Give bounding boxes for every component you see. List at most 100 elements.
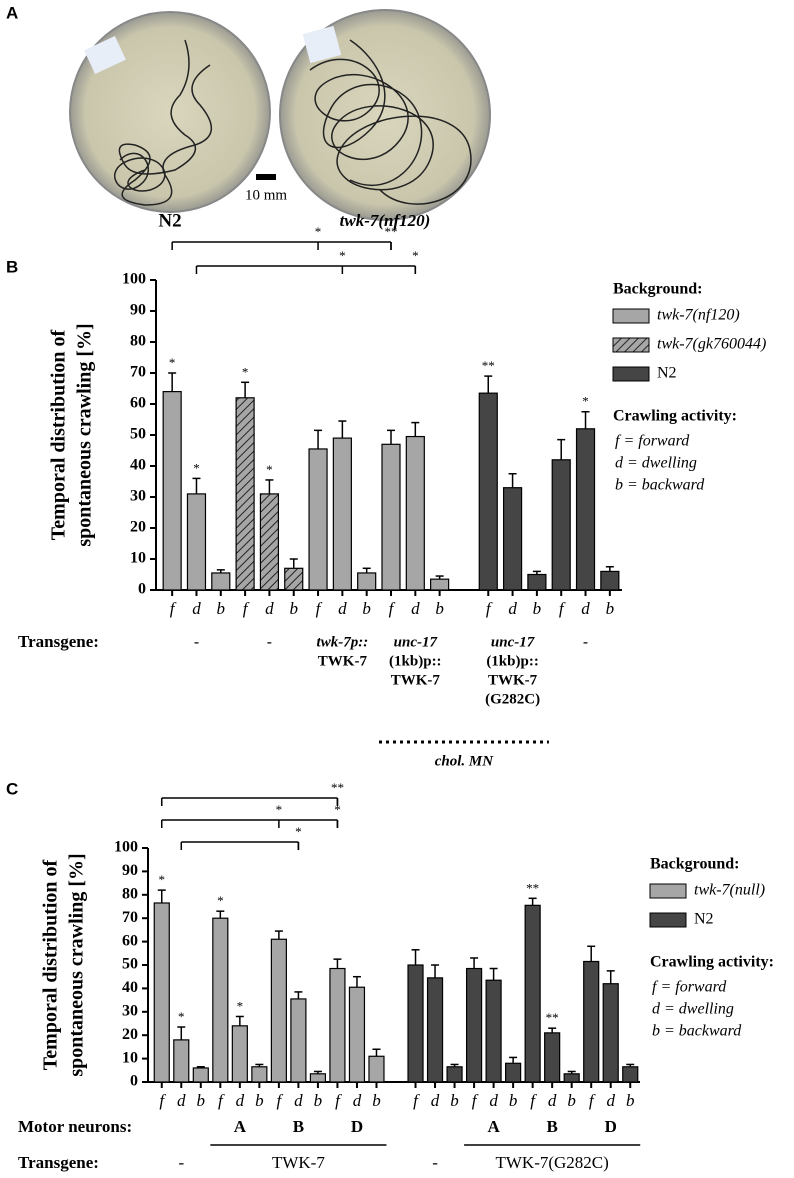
x-tick-label: f bbox=[389, 599, 396, 618]
bar bbox=[405, 435, 425, 591]
bar bbox=[329, 967, 346, 1083]
y-tick-label: 70 bbox=[122, 909, 138, 926]
bar bbox=[465, 967, 483, 1083]
y-tick-label: 0 bbox=[130, 1073, 138, 1090]
legend-label: twk-7(gk760044) bbox=[657, 336, 766, 353]
y-tick-label: 100 bbox=[114, 839, 138, 856]
bar bbox=[446, 1066, 463, 1083]
y-tick-label: 10 bbox=[122, 1049, 138, 1066]
bar bbox=[485, 979, 502, 1083]
x-tick-label: d bbox=[265, 599, 274, 618]
x-tick-label: f bbox=[589, 1091, 596, 1110]
transgene-label: twk-7p:: bbox=[317, 634, 369, 650]
bar bbox=[527, 573, 547, 591]
transgene-label: - bbox=[583, 634, 588, 650]
bar bbox=[211, 572, 231, 591]
significance-star: * bbox=[276, 802, 283, 817]
motor-label: D bbox=[351, 1117, 363, 1136]
bar bbox=[478, 392, 498, 591]
legend-swatch bbox=[649, 883, 687, 899]
bar bbox=[192, 1067, 209, 1083]
x-tick-label: f bbox=[413, 1091, 420, 1110]
x-tick-label: f bbox=[316, 599, 323, 618]
significance-star: ** bbox=[482, 358, 495, 373]
legend-label: f = forward bbox=[615, 433, 690, 450]
transgene-label: TWK-7 bbox=[391, 672, 441, 688]
transgene-label: unc-17 bbox=[394, 634, 438, 650]
bar bbox=[505, 1062, 522, 1083]
x-tick-label: f bbox=[335, 1091, 342, 1110]
strain-label: N2 bbox=[158, 210, 181, 231]
legend-label: twk-7(nf120) bbox=[657, 307, 740, 324]
x-tick-label: d bbox=[508, 599, 517, 618]
bar bbox=[544, 1032, 561, 1083]
y-tick-label: 0 bbox=[138, 581, 146, 598]
bar bbox=[381, 443, 401, 591]
x-tick-label: d bbox=[192, 599, 201, 618]
x-tick-label: b bbox=[626, 1091, 635, 1110]
motor-label: B bbox=[293, 1117, 304, 1136]
x-tick-label: b bbox=[372, 1091, 381, 1110]
x-tick-label: b bbox=[450, 1091, 459, 1110]
significance-star: * bbox=[582, 394, 589, 409]
motor-label: A bbox=[487, 1117, 500, 1136]
transgene-label: TWK-7 bbox=[488, 672, 538, 688]
transgene-label: (1kb)p:: bbox=[486, 653, 539, 669]
significance-star: * bbox=[334, 802, 341, 817]
bar bbox=[575, 428, 596, 591]
transgene-label: - bbox=[178, 1153, 184, 1172]
bar bbox=[426, 977, 444, 1083]
bar bbox=[502, 487, 523, 591]
x-tick-label: b bbox=[255, 1091, 264, 1110]
bar bbox=[309, 1073, 327, 1083]
x-tick-label: b bbox=[197, 1091, 206, 1110]
transgene-label: (1kb)p:: bbox=[389, 653, 442, 669]
x-tick-label: f bbox=[472, 1091, 479, 1110]
significance-star: * bbox=[217, 893, 224, 908]
significance-star: ** bbox=[331, 780, 344, 795]
bar bbox=[284, 567, 304, 591]
x-tick-label: f bbox=[277, 1091, 284, 1110]
bar bbox=[430, 578, 450, 591]
x-tick-label: d bbox=[489, 1091, 498, 1110]
y-axis-label: Temporal distribution of bbox=[48, 329, 70, 540]
bar bbox=[162, 391, 182, 591]
y-tick-label: 50 bbox=[122, 956, 138, 973]
x-tick-label: f bbox=[218, 1091, 225, 1110]
legend-swatch bbox=[612, 308, 650, 324]
significance-star: * bbox=[242, 364, 249, 379]
x-tick-label: d bbox=[177, 1091, 186, 1110]
motor-label: D bbox=[605, 1117, 617, 1136]
y-tick-label: 30 bbox=[130, 488, 146, 505]
significance-star: * bbox=[193, 460, 200, 475]
bar bbox=[251, 1066, 268, 1083]
x-tick-label: d bbox=[581, 599, 590, 618]
legend-title: Background: bbox=[650, 856, 740, 873]
x-tick-label: d bbox=[411, 599, 420, 618]
x-tick-label: b bbox=[435, 599, 444, 618]
y-tick-label: 40 bbox=[130, 457, 146, 474]
plate-photo bbox=[69, 11, 271, 213]
transgene-label: TWK-7 bbox=[272, 1153, 325, 1172]
x-tick-label: b bbox=[567, 1091, 576, 1110]
row-title: Motor neurons: bbox=[18, 1117, 132, 1136]
panel-label: A bbox=[6, 3, 18, 22]
y-axis-label: Temporal distribution of bbox=[40, 859, 62, 1070]
transgene-label: - bbox=[194, 634, 199, 650]
transgene-label: TWK-7 bbox=[318, 653, 368, 669]
scale-bar bbox=[256, 174, 276, 180]
panel-label: B bbox=[6, 257, 18, 276]
x-tick-label: b bbox=[509, 1091, 518, 1110]
legend-label: b = backward bbox=[615, 477, 705, 494]
y-tick-label: 10 bbox=[130, 550, 146, 567]
transgene-label: - bbox=[267, 634, 272, 650]
y-tick-label: 80 bbox=[130, 333, 146, 350]
y-tick-label: 80 bbox=[122, 885, 138, 902]
bar bbox=[173, 1039, 190, 1083]
x-tick-label: f bbox=[159, 1091, 166, 1110]
group-label: chol. MN bbox=[435, 753, 495, 769]
legend-title: Crawling activity: bbox=[650, 954, 774, 971]
transgene-label: - bbox=[432, 1153, 438, 1172]
x-tick-label: b bbox=[217, 599, 226, 618]
